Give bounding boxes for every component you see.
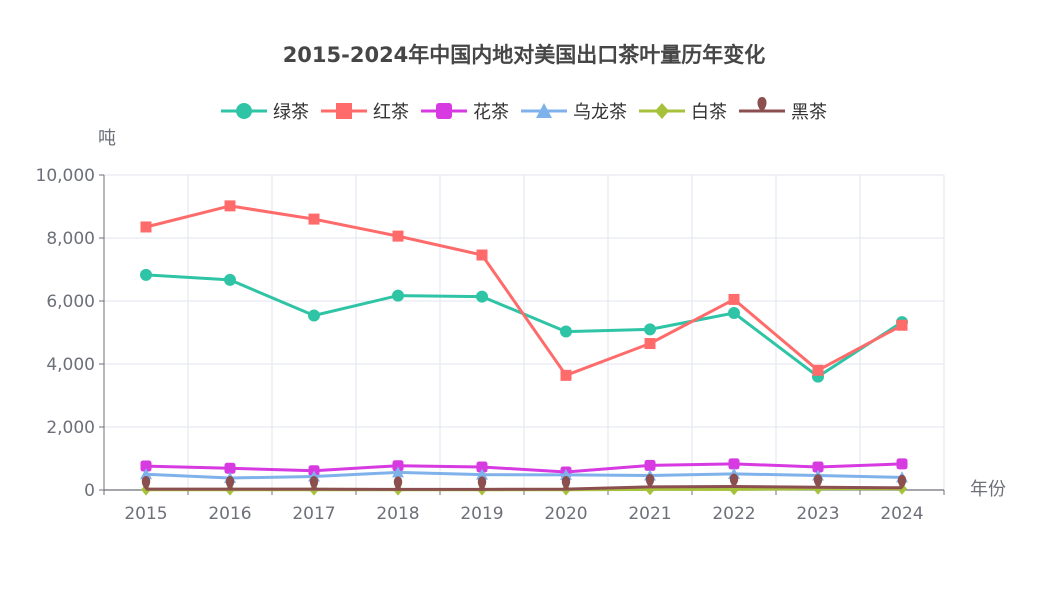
- data-point[interactable]: [728, 306, 740, 319]
- data-point[interactable]: [140, 468, 152, 480]
- data-point[interactable]: [392, 230, 404, 242]
- data-point[interactable]: [308, 309, 320, 322]
- data-point[interactable]: [477, 476, 487, 491]
- data-point[interactable]: [561, 476, 571, 491]
- x-tick-label: 2020: [544, 504, 587, 524]
- data-point[interactable]: [392, 460, 404, 472]
- data-point[interactable]: [392, 289, 404, 302]
- legend-marker: [536, 103, 553, 118]
- legend-label: 绿茶: [273, 102, 309, 123]
- data-point[interactable]: [728, 458, 740, 470]
- data-point[interactable]: [308, 213, 320, 225]
- legend-marker: [654, 103, 669, 119]
- series-line: [145, 470, 903, 480]
- data-point[interactable]: [476, 290, 488, 303]
- y-tick-label: 2,000: [46, 418, 95, 438]
- data-point[interactable]: [560, 468, 572, 480]
- data-point[interactable]: [644, 323, 656, 336]
- data-point[interactable]: [644, 459, 656, 471]
- data-point[interactable]: [392, 466, 404, 478]
- data-point[interactable]: [560, 325, 572, 338]
- x-tick-label: 2023: [796, 504, 839, 524]
- series-line: [145, 204, 903, 377]
- y-tick-label: 10,000: [36, 166, 95, 186]
- data-point[interactable]: [309, 476, 319, 491]
- y-tick-label: 6,000: [46, 292, 95, 312]
- legend-label: 白茶: [691, 102, 727, 123]
- data-point[interactable]: [140, 268, 152, 281]
- y-tick-label: 8,000: [46, 229, 95, 249]
- x-tick-label: 2019: [460, 504, 503, 524]
- data-point[interactable]: [476, 461, 488, 473]
- data-point[interactable]: [140, 460, 152, 472]
- series-line: [145, 462, 903, 474]
- data-point[interactable]: [224, 273, 236, 286]
- data-point[interactable]: [141, 476, 151, 491]
- data-point[interactable]: [476, 468, 488, 480]
- legend-item[interactable]: 乌龙茶: [521, 102, 627, 123]
- legend-label: 黑茶: [791, 102, 827, 123]
- series-1: [140, 200, 908, 381]
- chart-title: 2015-2024年中国内地对美国出口茶叶量历年变化: [283, 43, 766, 67]
- data-point[interactable]: [897, 474, 907, 489]
- data-point[interactable]: [729, 473, 739, 488]
- x-tick-label: 2015: [124, 504, 167, 524]
- data-point[interactable]: [644, 338, 656, 350]
- data-point[interactable]: [812, 461, 824, 473]
- data-point[interactable]: [645, 473, 655, 488]
- data-point[interactable]: [896, 458, 908, 470]
- data-point[interactable]: [476, 249, 488, 261]
- y-axis-label: 吨: [98, 128, 116, 149]
- data-point[interactable]: [896, 319, 908, 331]
- data-point[interactable]: [812, 364, 824, 376]
- data-point[interactable]: [140, 221, 152, 233]
- y-tick-label: 0: [84, 481, 95, 501]
- x-axis-label: 年份: [970, 479, 1006, 500]
- x-tick-label: 2021: [628, 504, 671, 524]
- x-tick-label: 2017: [292, 504, 335, 524]
- legend-marker: [436, 103, 453, 119]
- series-layer: [140, 200, 908, 496]
- x-tick-label: 2022: [712, 504, 755, 524]
- legend-marker: [236, 103, 253, 119]
- legend-marker: [757, 97, 767, 112]
- legend-label: 花茶: [473, 102, 509, 123]
- legend[interactable]: 绿茶 红茶 花茶 乌龙茶 白茶 黑茶: [221, 97, 827, 123]
- legend-label: 红茶: [373, 102, 409, 123]
- legend-marker: [336, 103, 353, 119]
- legend-item[interactable]: 白茶: [638, 102, 727, 123]
- data-point[interactable]: [393, 476, 403, 491]
- legend-item[interactable]: 花茶: [421, 102, 509, 123]
- data-point[interactable]: [224, 462, 236, 474]
- legend-item[interactable]: 绿茶: [221, 102, 309, 123]
- data-point[interactable]: [225, 476, 235, 491]
- legend-item[interactable]: 黑茶: [738, 97, 827, 123]
- y-tick-label: 4,000: [46, 355, 95, 375]
- legend-label: 乌龙茶: [573, 102, 627, 123]
- grid: [103, 174, 945, 490]
- legend-item[interactable]: 红茶: [321, 102, 409, 123]
- data-point[interactable]: [224, 200, 236, 212]
- data-point[interactable]: [560, 369, 572, 381]
- data-point[interactable]: [728, 293, 740, 305]
- x-tick-label: 2024: [880, 504, 923, 524]
- series-5: [141, 473, 907, 491]
- data-point[interactable]: [813, 474, 823, 489]
- x-tick-label: 2016: [208, 504, 251, 524]
- series-line: [146, 485, 903, 491]
- x-tick-label: 2018: [376, 504, 419, 524]
